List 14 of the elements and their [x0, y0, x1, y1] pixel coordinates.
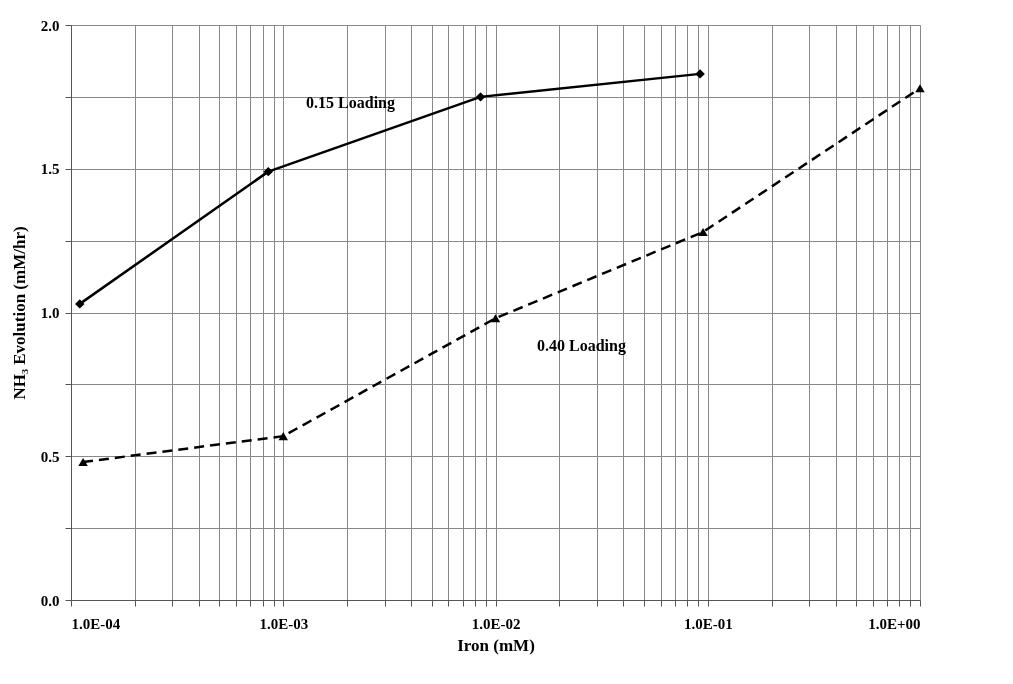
- x-axis-title: Iron (mM): [457, 635, 535, 655]
- y-tick-label: 0.0: [40, 592, 60, 609]
- x-tick-label: 1.0E-04: [71, 615, 121, 632]
- x-tick-label: 1.0E-03: [259, 615, 309, 632]
- y-tick-label: 2.0: [40, 17, 60, 34]
- series-label: 0.15 Loading: [306, 93, 395, 112]
- x-tick-label: 1.0E-02: [471, 615, 521, 632]
- y-tick-label: 1.5: [40, 161, 60, 178]
- y-axis-title: NH₃ Evolution (mM/hr): [9, 226, 29, 400]
- y-tick-label: 0.5: [40, 448, 60, 465]
- x-tick-label: 1.0E+00: [868, 615, 921, 632]
- y-tick-label: 1.0: [40, 305, 60, 321]
- x-tick-label: 1.0E-01: [683, 615, 733, 632]
- text: 0.40 Loading: [537, 337, 626, 356]
